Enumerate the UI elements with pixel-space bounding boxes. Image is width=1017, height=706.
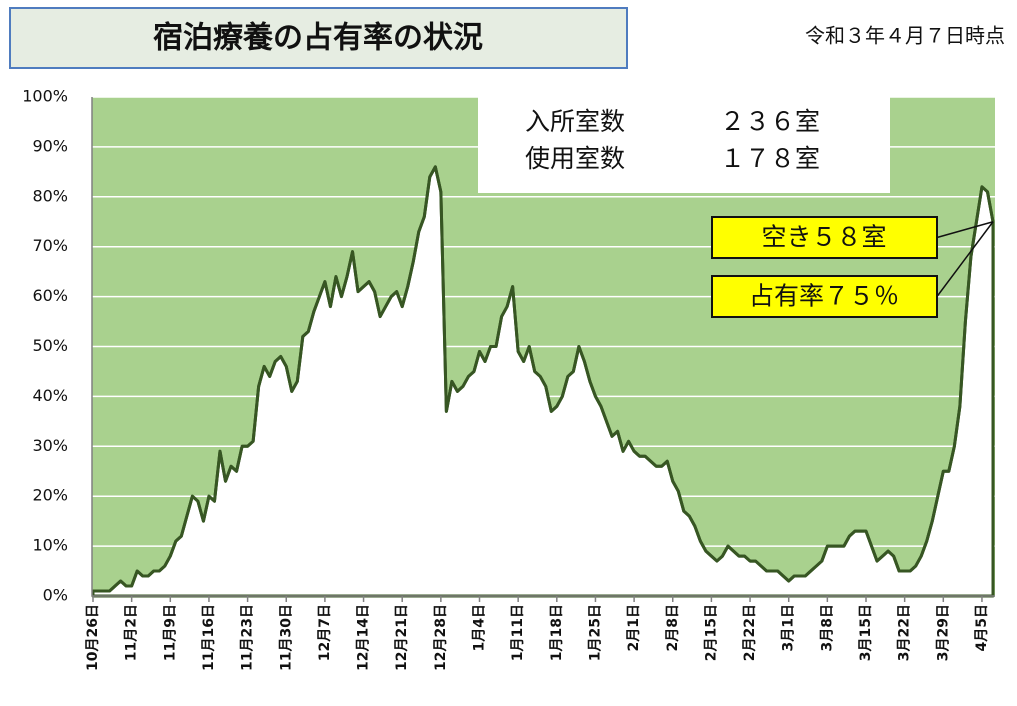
y-tick-label: 60%	[32, 286, 68, 305]
chart-title: 宿泊療養の占有率の状況	[153, 21, 483, 56]
callout-leader	[936, 221, 994, 297]
x-tick-label: 3月15日	[858, 604, 874, 661]
y-tick-label: 70%	[32, 236, 68, 255]
x-tick-label: 1月11日	[510, 604, 526, 661]
chart-subtitle: 令和３年４月７日時点	[805, 24, 1005, 48]
x-tick-label: 4月5日	[974, 604, 990, 651]
callout-text: 占有率７５％	[749, 282, 899, 311]
x-tick-label: 3月8日	[819, 604, 835, 651]
x-tick-label: 12月21日	[394, 604, 410, 671]
x-tick-label: 12月14日	[356, 604, 372, 671]
x-tick-label: 2月8日	[665, 604, 681, 651]
title-box	[9, 7, 628, 69]
info-label: 入所室数	[525, 107, 625, 136]
y-tick-label: 50%	[32, 336, 68, 355]
x-tick-label: 2月22日	[742, 604, 758, 661]
info-label: 使用室数	[525, 144, 625, 173]
y-tick-label: 80%	[32, 186, 68, 205]
info-value: １７８室	[720, 144, 820, 173]
x-tick-label: 3月22日	[897, 604, 913, 661]
x-tick-label: 1月4日	[472, 604, 488, 651]
y-tick-label: 90%	[32, 136, 68, 155]
x-tick-label: 3月1日	[781, 604, 797, 651]
x-tick-label: 11月16日	[201, 604, 217, 671]
x-tick-label: 11月23日	[240, 604, 256, 671]
x-tick-label: 11月2日	[124, 604, 140, 661]
y-tick-label: 30%	[32, 436, 68, 455]
x-tick-label: 2月1日	[626, 604, 642, 651]
x-tick-label: 1月18日	[549, 604, 565, 661]
x-tick-label: 12月28日	[433, 604, 449, 671]
callout-box	[711, 216, 938, 259]
y-tick-label: 10%	[32, 536, 68, 555]
x-tick-label: 2月15日	[703, 604, 719, 661]
x-tick-label: 11月9日	[162, 604, 178, 661]
x-tick-label: 10月26日	[85, 604, 101, 671]
callout-text: 空き５８室	[761, 223, 886, 252]
callout-leader	[936, 221, 994, 239]
callout-box	[711, 275, 938, 318]
y-tick-label: 100%	[22, 87, 68, 106]
x-tick-label: 12月7日	[317, 604, 333, 661]
line	[93, 165, 995, 593]
x-tick-label: 11月30日	[278, 604, 294, 671]
info-box	[478, 97, 890, 193]
y-tick-label: 20%	[32, 486, 68, 505]
x-tick-label: 3月29日	[935, 604, 951, 661]
x-tick-label: 1月25日	[587, 604, 603, 661]
info-value: ２３６室	[720, 107, 820, 136]
y-tick-label: 40%	[32, 386, 68, 405]
y-tick-label: 0%	[43, 586, 68, 605]
